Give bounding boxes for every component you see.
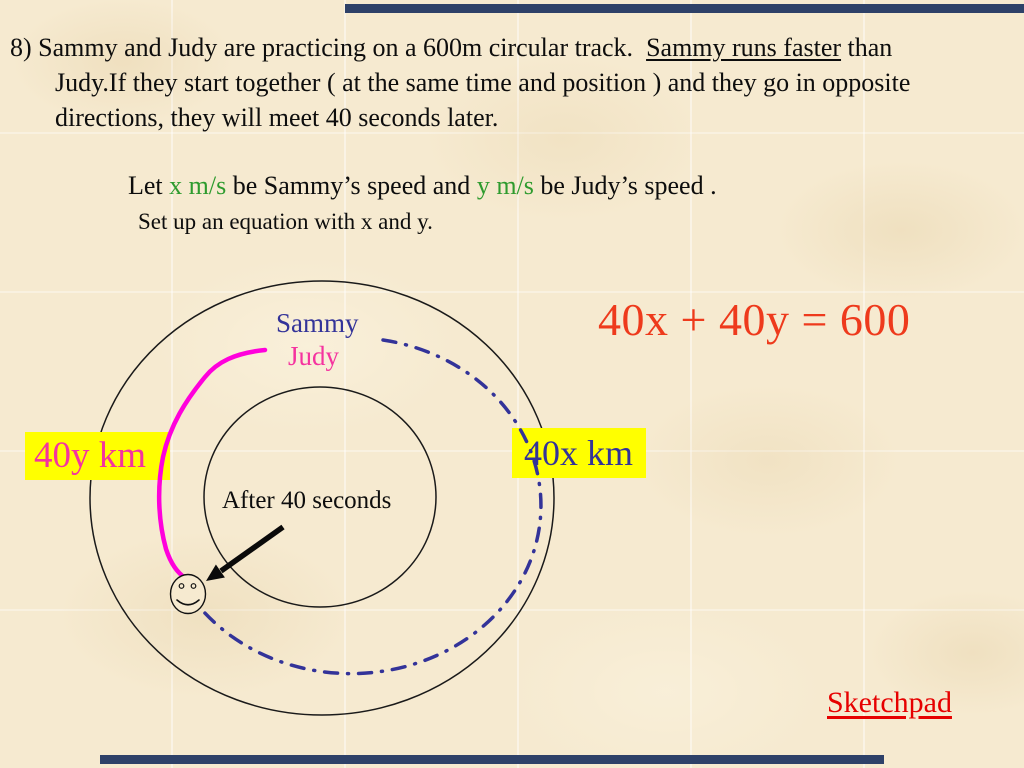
smiley-head — [169, 573, 207, 615]
sammy-speed-term: x m/s — [169, 171, 227, 200]
smiley-mouth — [176, 599, 200, 606]
definition-pre: Let — [128, 171, 170, 200]
problem-statement: 8) Sammy and Judy are practicing on a 60… — [10, 30, 1014, 135]
judy-path — [156, 347, 268, 581]
sammy-distance-tag: 40x km — [512, 428, 646, 478]
smiley-eye-right — [190, 583, 197, 589]
problem-line1-post: than — [841, 33, 893, 62]
runner-smiley-face — [169, 573, 207, 615]
judy-speed-term: y m/s — [476, 171, 534, 200]
smiley-eye-left — [178, 583, 185, 589]
setup-instruction: Set up an equation with x and y. — [138, 209, 433, 234]
equation-text: 40x + 40y = 600 — [598, 294, 911, 345]
judy-distance-tag: 40y km — [25, 432, 170, 480]
definition-line: Let x m/s be Sammy’s speed and y m/s be … — [128, 171, 717, 201]
arrow-shaft — [219, 524, 285, 574]
problem-line1: 8) Sammy and Judy are practicing on a 60… — [10, 30, 1014, 65]
judy-label: Judy — [288, 341, 340, 371]
definition-post: be Judy’s speed . — [533, 171, 717, 200]
top-border-bar — [345, 4, 1024, 13]
problem-line2: Judy.If they start together ( at the sam… — [55, 68, 911, 97]
definition-mid: be Sammy’s speed and — [226, 171, 477, 200]
problem-line1-pre: 8) Sammy and Judy are practicing on a 60… — [10, 33, 647, 62]
problem-line3: directions, they will meet 40 seconds la… — [55, 103, 499, 132]
annotation-arrow — [206, 524, 285, 581]
arrowhead-icon — [206, 564, 225, 581]
after-40-seconds-label: After 40 seconds — [222, 487, 392, 514]
sketchpad-link[interactable]: Sketchpad — [827, 686, 952, 719]
problem-underlined-phrase: Sammy runs faster — [646, 33, 842, 62]
sammy-label: Sammy — [276, 308, 359, 338]
bottom-border-bar — [100, 755, 884, 764]
